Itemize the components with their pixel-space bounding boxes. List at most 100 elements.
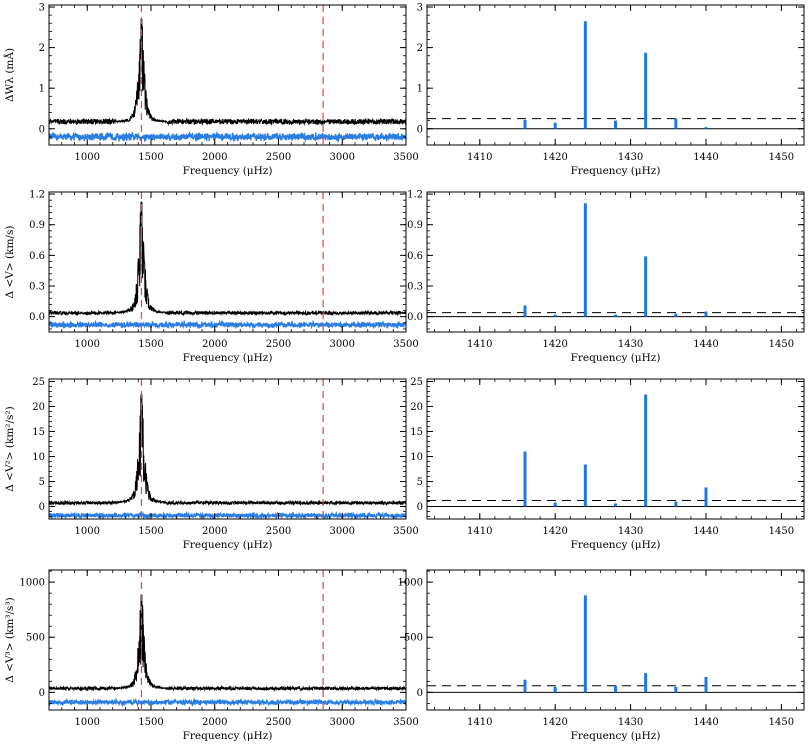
plot-area (49, 379, 406, 519)
x-tick-label: 3000 (330, 526, 355, 537)
plot-frame (426, 378, 805, 520)
y-tick-label: 0.3 (407, 282, 423, 293)
panel-8: 1410 1420 1430 1440 1450 0 500 1000 Frequency (μ… (398, 569, 805, 742)
y-tick-label: 1000 (398, 578, 423, 589)
x-axis-title: Frequency (μHz) (183, 730, 273, 742)
x-tick-label: 1420 (542, 339, 567, 350)
x-tick-label: 1450 (769, 526, 794, 537)
y-tick-label: 0.0 (407, 312, 423, 323)
y-tick-label: 2 (39, 43, 45, 54)
y-tick-label: 3 (39, 3, 45, 14)
y-tick-label: 0.9 (407, 220, 423, 231)
y-tick-label: 10 (410, 452, 423, 463)
y-tick-label: 0.3 (29, 282, 45, 293)
y-tick-label: 3 (417, 3, 423, 14)
y-tick-label: 1.2 (407, 190, 423, 201)
x-tick-label: 1430 (618, 152, 643, 163)
y-tick-label: 15 (410, 427, 423, 438)
panel-2: 1410 1420 1430 1440 1450 0 1 2 3 Frequency (μHz) (417, 3, 805, 177)
x-tick-label: 3000 (330, 339, 355, 350)
y-tick-label: 25 (32, 377, 45, 388)
plot-area (427, 394, 804, 507)
x-tick-label: 1410 (467, 717, 492, 728)
x-tick-label: 1000 (75, 152, 100, 163)
y-tick-label: 5 (417, 477, 423, 488)
plot-frame (48, 378, 407, 520)
x-tick-label: 1420 (542, 717, 567, 728)
y-axis-title: Δ <V³> (km³/s³) (4, 597, 16, 683)
panel-4: 1410 1420 1430 1440 1450 0.0 0.3 0.6 0.9 1.2 Frequ… (407, 190, 805, 364)
plot-area (427, 595, 804, 693)
x-tick-label: 1000 (75, 339, 100, 350)
x-axis-title: Frequency (μHz) (183, 165, 273, 177)
x-tick-label: 2500 (266, 526, 291, 537)
y-tick-label: 0.0 (29, 312, 45, 323)
y-tick-label: 5 (39, 477, 45, 488)
x-tick-label: 3500 (393, 152, 418, 163)
x-tick-label: 2000 (202, 526, 227, 537)
y-tick-label: 15 (32, 427, 45, 438)
y-tick-label: 0.9 (29, 220, 45, 231)
y-tick-label: 20 (32, 402, 45, 413)
x-tick-label: 1410 (467, 152, 492, 163)
x-tick-label: 3000 (330, 152, 355, 163)
y-axis-title: ΔWλ (mÅ) (2, 48, 16, 102)
y-tick-label: 500 (404, 633, 423, 644)
y-axis-title: Δ <V> (km/s) (4, 226, 16, 299)
noise-series (49, 319, 406, 330)
x-axis-title: Frequency (μHz) (183, 539, 273, 551)
x-tick-label: 1450 (769, 339, 794, 350)
x-tick-label: 3500 (393, 526, 418, 537)
y-tick-label: 0 (39, 124, 45, 135)
panel-7: 1000 1500 2000 2500 3000 3500 0 500 1000 Frequenc… (4, 569, 419, 742)
x-tick-label: 1500 (138, 717, 163, 728)
x-tick-label: 1500 (138, 152, 163, 163)
spectrum-series (49, 201, 406, 317)
x-tick-label: 1420 (542, 152, 567, 163)
plot-area (49, 192, 406, 332)
x-axis-title: Frequency (μHz) (183, 352, 273, 364)
x-tick-label: 1430 (618, 526, 643, 537)
x-tick-label: 1450 (769, 152, 794, 163)
x-tick-label: 2500 (266, 339, 291, 350)
panel-5: 1000 1500 2000 2500 3000 3500 0 5 10 15 20 25 Freque… (4, 377, 419, 551)
y-tick-label: 25 (410, 377, 423, 388)
y-tick-label: 0 (417, 124, 423, 135)
x-tick-label: 1420 (542, 526, 567, 537)
spectrum-series (49, 594, 406, 692)
plot-frame (48, 191, 407, 333)
x-tick-label: 1440 (693, 339, 718, 350)
y-tick-label: 0 (39, 502, 45, 513)
x-tick-label: 1440 (693, 152, 718, 163)
panel-1: 1000 1500 2000 2500 3000 3500 0 1 2 3 Frequency (μ… (2, 3, 419, 177)
x-tick-label: 2500 (266, 152, 291, 163)
y-tick-label: 1 (39, 84, 45, 95)
plot-area (49, 570, 406, 710)
noise-series (49, 131, 406, 144)
x-tick-label: 3000 (330, 717, 355, 728)
x-tick-label: 1450 (769, 717, 794, 728)
y-tick-label: 0 (39, 688, 45, 699)
x-tick-label: 1000 (75, 526, 100, 537)
y-tick-label: 1 (417, 84, 423, 95)
x-axis-title: Frequency (μHz) (571, 165, 661, 177)
plot-area (427, 203, 804, 318)
spectrum-series (49, 394, 406, 507)
plot-frame (426, 191, 805, 333)
y-tick-label: 0 (417, 502, 423, 513)
plot-area (427, 21, 804, 130)
y-axis-title: Δ <V²> (km²/s²) (4, 406, 16, 492)
noise-series (49, 697, 406, 708)
x-tick-label: 1440 (693, 526, 718, 537)
y-tick-label: 0.6 (407, 251, 423, 262)
x-axis-title: Frequency (μHz) (571, 730, 661, 742)
x-tick-label: 2000 (202, 152, 227, 163)
x-tick-label: 3500 (393, 717, 418, 728)
x-tick-label: 1430 (618, 339, 643, 350)
x-tick-label: 1440 (693, 717, 718, 728)
plot-area (49, 5, 406, 145)
y-tick-label: 2 (417, 43, 423, 54)
x-tick-label: 1000 (75, 717, 100, 728)
y-tick-label: 1000 (20, 578, 45, 589)
